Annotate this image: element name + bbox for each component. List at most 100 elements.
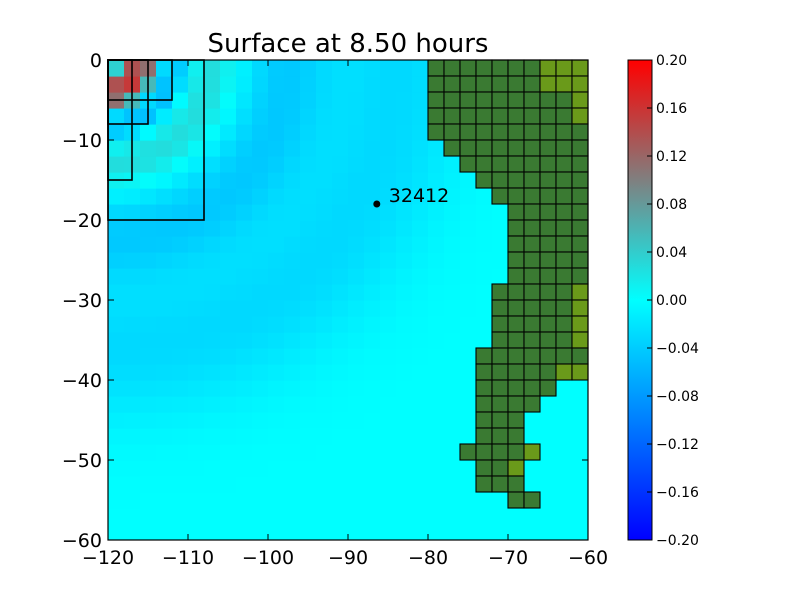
- heatmap-cell: [284, 476, 301, 493]
- heatmap-cell: [220, 252, 237, 269]
- heatmap-cell: [556, 444, 573, 461]
- heatmap-cell: [332, 156, 349, 173]
- heatmap-cell: [236, 476, 253, 493]
- heatmap-cell: [540, 396, 557, 413]
- heatmap-cell: [316, 316, 333, 333]
- land-cell: [491, 171, 509, 189]
- land-cell: [523, 139, 541, 157]
- heatmap-cell: [188, 348, 205, 365]
- heatmap-cell: [252, 428, 269, 445]
- land-cell: [571, 331, 589, 349]
- heatmap-cell: [412, 108, 429, 125]
- heatmap-cell: [300, 140, 317, 157]
- heatmap-cell: [412, 156, 429, 173]
- heatmap-cell: [268, 300, 285, 317]
- heatmap-cell: [204, 172, 221, 189]
- heatmap-cell: [140, 172, 157, 189]
- heatmap-cell: [124, 428, 141, 445]
- heatmap-cell: [364, 172, 381, 189]
- heatmap-cell: [204, 76, 221, 93]
- heatmap-cell: [284, 140, 301, 157]
- heatmap-cell: [188, 172, 205, 189]
- heatmap-cell: [380, 204, 397, 221]
- heatmap-cell: [188, 220, 205, 237]
- heatmap-cell: [252, 76, 269, 93]
- heatmap-cell: [236, 172, 253, 189]
- heatmap-cell: [124, 492, 141, 509]
- heatmap-cell: [444, 236, 461, 253]
- heatmap-cell: [412, 316, 429, 333]
- land-cell: [555, 315, 573, 333]
- heatmap-cell: [476, 252, 493, 269]
- heatmap-cell: [204, 284, 221, 301]
- heatmap-cell: [172, 492, 189, 509]
- heatmap-cell: [156, 172, 173, 189]
- heatmap-cell: [364, 380, 381, 397]
- y-tick-label: −30: [62, 290, 102, 312]
- heatmap-cell: [252, 124, 269, 141]
- heatmap-cell: [300, 172, 317, 189]
- land-cell: [475, 75, 493, 93]
- land-cell: [539, 171, 557, 189]
- heatmap-cell: [364, 460, 381, 477]
- heatmap-cell: [172, 76, 189, 93]
- heatmap-cell: [156, 508, 173, 525]
- land-cell: [491, 107, 509, 125]
- heatmap-cell: [332, 108, 349, 125]
- heatmap-cell: [220, 524, 237, 540]
- heatmap-cell: [332, 332, 349, 349]
- heatmap-cell: [140, 156, 157, 173]
- land-cell: [491, 91, 509, 109]
- heatmap-cell: [556, 396, 573, 413]
- heatmap-cell: [108, 476, 125, 493]
- heatmap-cell: [364, 252, 381, 269]
- heatmap-cell: [556, 508, 573, 525]
- heatmap-cell: [396, 524, 413, 540]
- land-cell: [555, 139, 573, 157]
- heatmap-cell: [156, 476, 173, 493]
- heatmap-cell: [332, 492, 349, 509]
- heatmap-cell: [252, 460, 269, 477]
- heatmap-cell: [204, 268, 221, 285]
- heatmap-cell: [476, 268, 493, 285]
- land-cell: [427, 59, 445, 77]
- heatmap-cell: [348, 364, 365, 381]
- heatmap-cell: [172, 348, 189, 365]
- heatmap-cell: [364, 220, 381, 237]
- land-cell: [507, 427, 525, 445]
- heatmap-cell: [316, 476, 333, 493]
- heatmap-cell: [444, 220, 461, 237]
- land-cell: [523, 251, 541, 269]
- heatmap-cell: [540, 412, 557, 429]
- heatmap-cell: [460, 524, 477, 540]
- heatmap-cell: [332, 364, 349, 381]
- heatmap-cell: [220, 236, 237, 253]
- heatmap-cell: [300, 76, 317, 93]
- heatmap-cell: [172, 508, 189, 525]
- land-cell: [523, 171, 541, 189]
- heatmap-cell: [236, 300, 253, 317]
- land-cell: [459, 91, 477, 109]
- heatmap-cell: [364, 492, 381, 509]
- heatmap-cell: [268, 156, 285, 173]
- colorbar-tick-label: −0.20: [656, 533, 699, 549]
- heatmap-cell: [220, 460, 237, 477]
- land-cell: [555, 171, 573, 189]
- heatmap-cell: [380, 252, 397, 269]
- heatmap-cell: [300, 156, 317, 173]
- land-cell: [555, 75, 573, 93]
- heatmap-cell: [476, 524, 493, 540]
- heatmap-cell: [284, 220, 301, 237]
- heatmap-cell: [140, 316, 157, 333]
- heatmap-cell: [412, 236, 429, 253]
- chart-title: Surface at 8.50 hours: [208, 29, 489, 59]
- heatmap-cell: [556, 428, 573, 445]
- heatmap-cell: [268, 284, 285, 301]
- heatmap-cell: [364, 60, 381, 77]
- heatmap-cell: [444, 380, 461, 397]
- land-cell: [555, 107, 573, 125]
- heatmap-cell: [524, 428, 541, 445]
- heatmap-cell: [460, 492, 477, 509]
- land-cell: [507, 379, 525, 397]
- land-cell: [555, 123, 573, 141]
